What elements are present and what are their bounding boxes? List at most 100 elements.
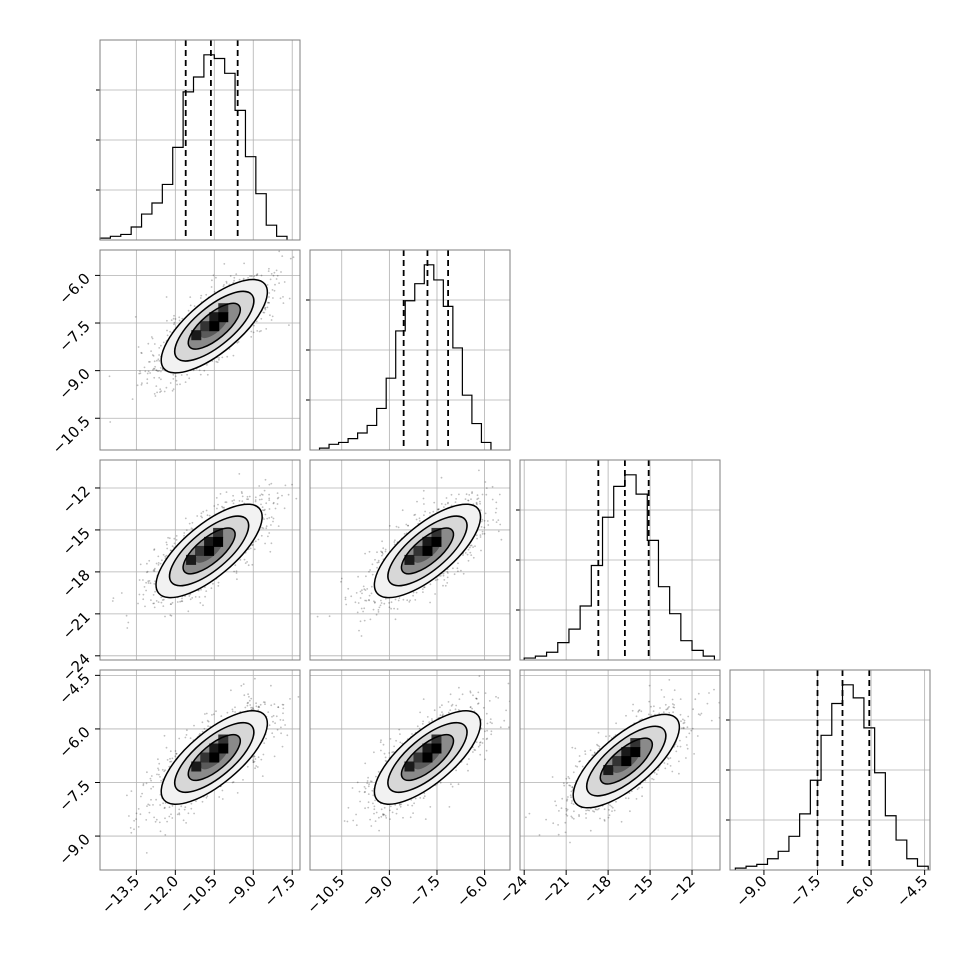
x-tick-label: −4.5 — [893, 872, 931, 910]
scatter-point — [576, 765, 579, 768]
scatter-point — [676, 745, 679, 748]
scatter-point — [146, 562, 148, 565]
scatter-point — [274, 507, 277, 510]
scatter-point — [414, 599, 417, 601]
scatter-point — [481, 742, 484, 744]
scatter-point — [585, 812, 587, 815]
scatter-point — [441, 711, 443, 713]
scatter-point — [265, 737, 267, 740]
scatter-point — [255, 765, 258, 767]
scatter-point — [276, 492, 279, 494]
scatter-point — [424, 818, 427, 820]
scatter-point — [234, 564, 237, 567]
density-core — [200, 321, 211, 332]
panel-content — [310, 670, 510, 870]
scatter-point — [266, 306, 269, 309]
scatter-point — [164, 615, 166, 618]
scatter-point — [166, 547, 169, 550]
scatter-point — [109, 421, 112, 423]
scatter-point — [439, 714, 442, 716]
scatter-point — [366, 780, 369, 782]
scatter-point — [669, 757, 672, 759]
scatter-point — [272, 714, 275, 717]
scatter-point — [375, 775, 377, 778]
scatter-point — [557, 833, 560, 836]
scatter-point — [368, 783, 370, 786]
scatter-point — [252, 707, 255, 710]
scatter-point — [158, 821, 161, 824]
scatter-point — [276, 503, 279, 505]
scatter-point — [173, 314, 175, 317]
scatter-point — [423, 795, 426, 798]
scatter-point — [664, 703, 667, 706]
scatter-point — [700, 712, 703, 715]
scatter-point — [439, 575, 442, 577]
scatter-point — [399, 805, 402, 808]
scatter-point — [130, 790, 133, 792]
scatter-point — [271, 315, 274, 318]
scatter-point — [381, 551, 383, 554]
scatter-point — [445, 497, 448, 499]
scatter-point — [162, 605, 165, 607]
scatter-point — [481, 493, 484, 496]
scatter-point — [491, 498, 494, 501]
scatter-point — [456, 567, 459, 570]
scatter-point — [149, 582, 152, 585]
scatter-point — [258, 498, 261, 501]
scatter-point — [437, 508, 439, 511]
scatter-point — [144, 370, 147, 373]
scatter-point — [258, 485, 261, 487]
scatter-point — [370, 825, 373, 827]
scatter-point — [257, 538, 260, 541]
scatter-point — [274, 283, 276, 286]
scatter-point — [155, 385, 158, 387]
scatter-point — [660, 689, 663, 691]
scatter-point — [396, 808, 398, 811]
scatter-point — [640, 710, 643, 713]
contour-line — [373, 503, 482, 599]
scatter-point — [182, 819, 185, 822]
scatter-point — [491, 485, 494, 488]
scatter-point — [507, 682, 510, 685]
scatter-point — [495, 501, 498, 504]
scatter-point — [713, 688, 715, 691]
scatter-point — [255, 320, 258, 323]
scatter-point — [457, 783, 460, 786]
scatter-point — [679, 745, 682, 748]
scatter-point — [170, 319, 173, 321]
scatter-point — [475, 502, 478, 505]
scatter-point — [364, 791, 366, 793]
scatter-point — [304, 687, 306, 689]
scatter-point — [244, 562, 247, 564]
scatter-point — [206, 719, 209, 722]
scatter-point — [137, 826, 140, 828]
scatter-point — [565, 777, 568, 780]
scatter-point — [267, 535, 269, 538]
scatter-point — [157, 758, 159, 761]
scatter-point — [153, 368, 156, 370]
contour-line — [387, 721, 468, 794]
contour-line — [187, 733, 242, 782]
scatter-point — [155, 369, 158, 372]
scatter-point — [277, 706, 280, 709]
scatter-point — [129, 827, 132, 829]
density-core — [218, 734, 229, 745]
scatter-point — [231, 500, 234, 502]
scatter-point — [500, 538, 503, 541]
scatter-point — [691, 727, 694, 730]
scatter-point — [378, 829, 380, 832]
scatter-point — [158, 347, 161, 349]
scatter-point — [150, 350, 153, 352]
scatter-point — [412, 594, 414, 597]
scatter-point — [283, 507, 286, 510]
scatter-point — [572, 803, 575, 805]
scatter-point — [157, 358, 160, 361]
scatter-point — [466, 553, 469, 556]
scatter-point — [407, 804, 409, 806]
scatter-point — [679, 698, 682, 700]
scatter-point — [151, 354, 154, 356]
scatter-point — [596, 743, 598, 746]
scatter-point — [688, 732, 691, 735]
scatter-point — [345, 603, 348, 606]
scatter-point — [283, 281, 286, 283]
